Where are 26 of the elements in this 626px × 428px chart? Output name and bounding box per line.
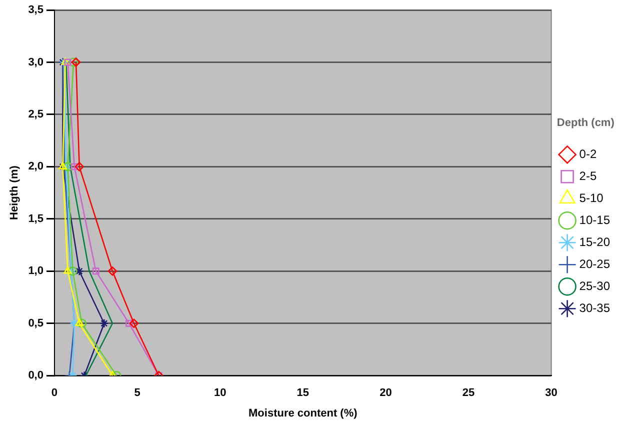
x-tick-label: 5 xyxy=(134,387,140,400)
y-tick-label: 3,5 xyxy=(28,4,44,16)
y-tick-label: 1,0 xyxy=(28,265,44,278)
y-tick-label: 2,0 xyxy=(28,160,44,173)
x-tick-label: 15 xyxy=(296,387,310,400)
legend-title: Depth (cm) xyxy=(556,116,615,129)
y-tick-label: 2,5 xyxy=(28,108,44,120)
y-tick-label: 0,5 xyxy=(28,317,44,330)
x-tick-label: 0 xyxy=(51,387,58,400)
x-tick-label: 10 xyxy=(214,387,226,400)
legend-label: 5-10 xyxy=(579,190,604,205)
legend-label: 20-25 xyxy=(579,256,610,271)
y-axis-title: Heigth (m) xyxy=(8,165,21,220)
y-tick-label: 0,0 xyxy=(28,370,44,382)
legend-label: 25-30 xyxy=(579,278,610,293)
legend-label: 30-35 xyxy=(579,300,610,315)
x-axis-title: Moisture content (%) xyxy=(248,407,358,420)
legend-label: 10-15 xyxy=(579,212,610,227)
x-tick-label: 20 xyxy=(380,387,392,400)
x-tick-label: 25 xyxy=(462,387,475,400)
y-tick-label: 3,0 xyxy=(28,56,44,68)
y-tick-label: 1,5 xyxy=(28,212,44,225)
legend-label: 0-2 xyxy=(579,146,597,161)
legend-label: 2-5 xyxy=(579,168,597,183)
legend-label: 15-20 xyxy=(579,234,610,249)
x-tick-label: 30 xyxy=(545,387,558,400)
